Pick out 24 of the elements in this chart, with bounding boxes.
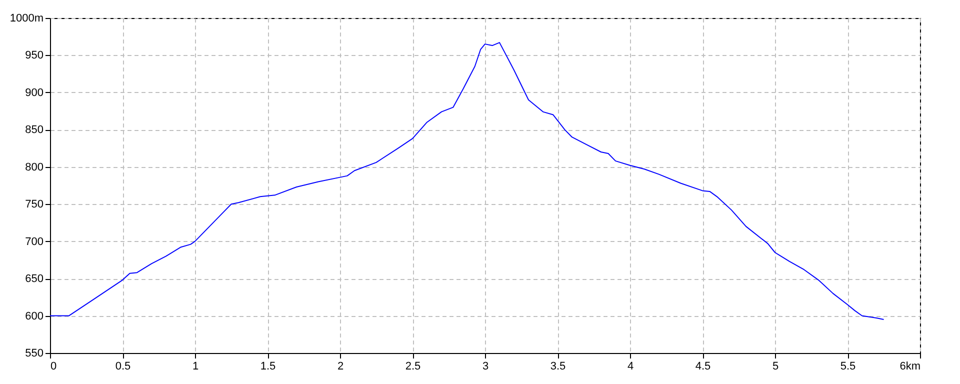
y-tick-label: 850 xyxy=(25,124,44,136)
x-tick-label: 6km xyxy=(900,360,920,372)
x-tick-label: 3 xyxy=(482,360,489,372)
x-tick-label: 5 xyxy=(772,360,779,372)
y-tick-label: 900 xyxy=(25,86,44,99)
x-tick-label: 4.5 xyxy=(695,360,711,372)
y-tick-label: 650 xyxy=(25,273,44,286)
y-tick-label: 600 xyxy=(25,310,44,322)
x-tick-label: 4 xyxy=(627,360,634,372)
y-tick-label: 700 xyxy=(25,236,44,248)
x-tick-label: 0 xyxy=(50,360,57,372)
y-tick-label: 750 xyxy=(25,198,44,211)
x-tick-label: 1.5 xyxy=(260,360,276,372)
y-tick-label: 1000m xyxy=(10,12,44,24)
line-series xyxy=(50,42,884,320)
x-tick-label: 0.5 xyxy=(115,360,131,372)
x-tick-label: 2 xyxy=(337,360,344,372)
y-tick-label: 800 xyxy=(25,161,44,174)
x-tick-label: 2.5 xyxy=(405,360,421,372)
y-tick-label: 550 xyxy=(25,348,44,360)
y-tick-label: 950 xyxy=(25,50,44,62)
x-tick-label: 5.5 xyxy=(840,360,856,372)
x-tick-label: 1 xyxy=(192,360,199,372)
x-tick-label: 3.5 xyxy=(550,360,566,372)
